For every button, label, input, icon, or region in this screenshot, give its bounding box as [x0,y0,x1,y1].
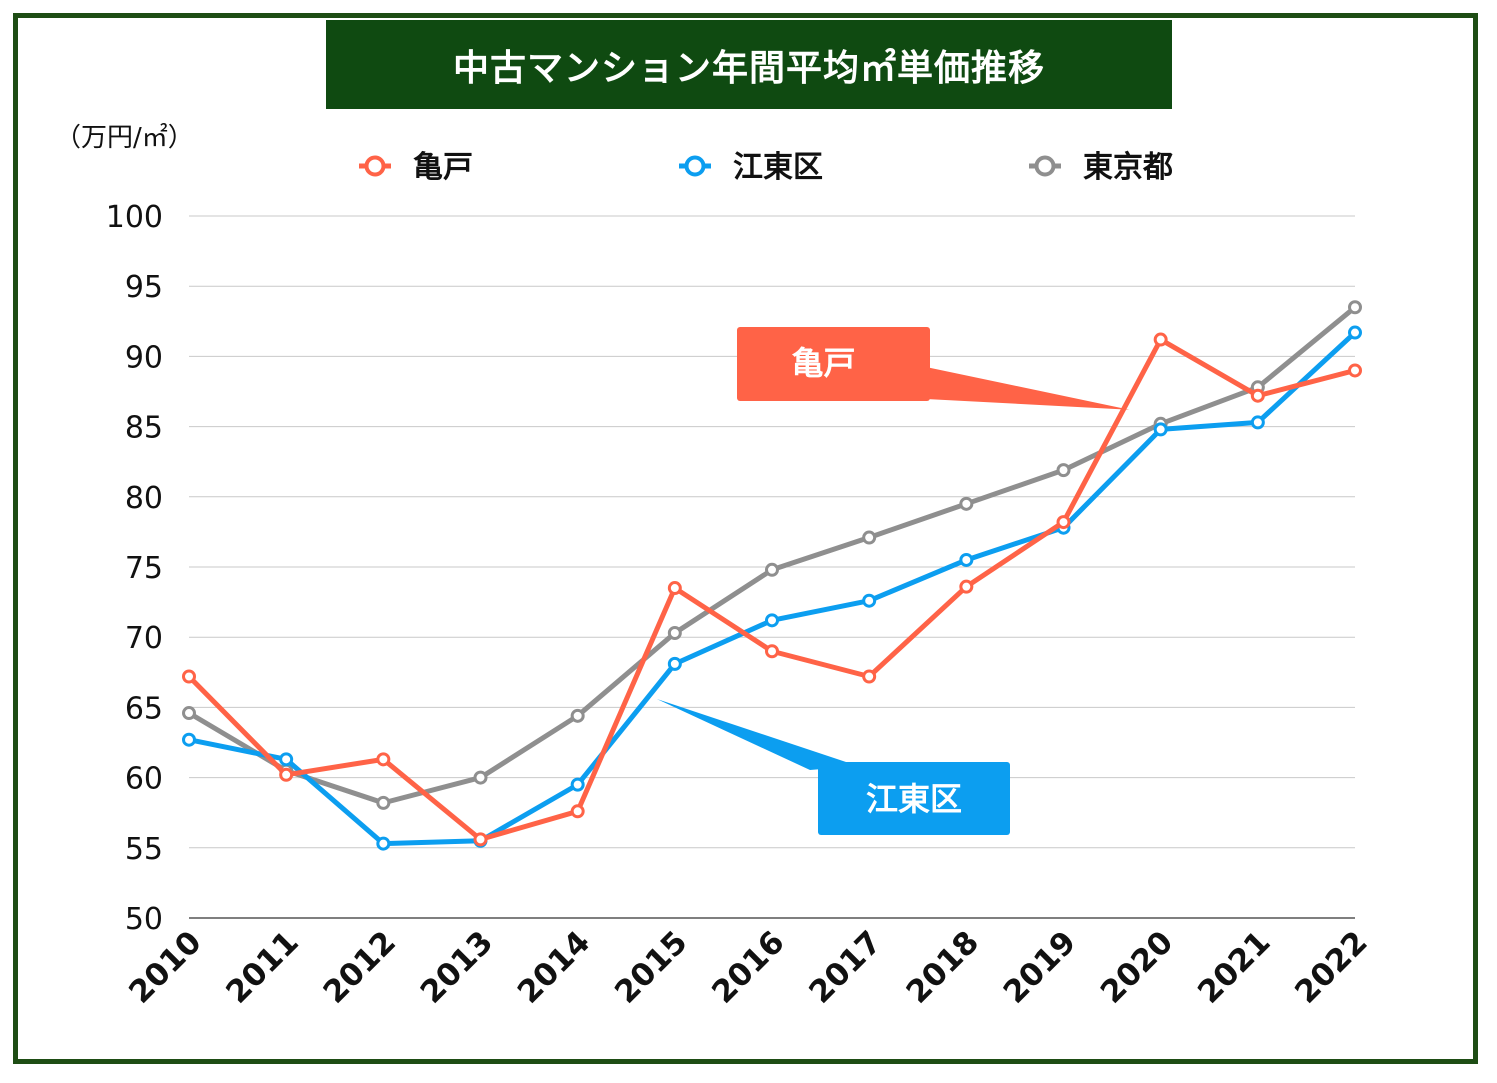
callout-kameido-label: 亀戸 [791,344,855,382]
x-tick-2021: 2021 [1191,924,1277,1010]
point-kameido-2022 [1348,363,1362,378]
point-tokyo-to-2012 [376,795,391,810]
x-tick-2012: 2012 [317,924,403,1010]
callout-koto-box [818,762,1010,835]
point-koto-ku-2014 [570,777,585,792]
legend-label-koto-ku: 江東区 [733,150,823,185]
y-tick-50: 50 [125,902,163,937]
y-tick-60: 60 [125,762,163,797]
x-tick-2015: 2015 [608,924,694,1010]
x-tick-2020: 2020 [1094,924,1180,1010]
legend: 亀戸 江東区 東京都 [359,150,1173,185]
y-tick-85: 85 [125,411,163,446]
legend-marker-kameido [364,155,386,177]
chart-title: 中古マンション年間平均㎡単価推移 [326,20,1172,109]
y-tick-75: 75 [125,551,163,586]
point-tokyo-to-2017 [862,530,877,545]
point-tokyo-to-2016 [765,562,779,577]
series-line-koto-ku [188,330,1357,847]
point-tokyo-to-2015 [667,625,682,640]
y-tick-100: 100 [106,200,163,235]
callout-koto-pointer [656,698,858,770]
legend-marker-koto-ku [684,155,706,177]
point-tokyo-to-2022 [1348,300,1362,315]
point-koto-ku-2018 [959,552,974,567]
x-tick-2019: 2019 [997,924,1083,1010]
point-tokyo-to-2014 [570,708,585,723]
legend-label-tokyo-to: 東京都 [1083,150,1173,185]
point-kameido-2015 [667,581,682,596]
callout-kameido-pointer [926,367,1130,410]
x-tick-2010: 2010 [122,924,208,1010]
y-axis-unit-label: （万円/㎡） [55,123,194,153]
point-kameido-2010 [182,669,196,684]
point-koto-ku-2020 [1153,422,1168,437]
point-koto-ku-2011 [279,752,294,767]
callout-kameido-box [737,327,930,401]
point-koto-ku-2022 [1348,325,1362,340]
chart-frame [13,13,1478,1064]
point-koto-ku-2017 [862,593,877,608]
x-tick-2022: 2022 [1288,924,1374,1010]
point-koto-ku-2016 [765,613,779,628]
point-kameido-2011 [279,767,294,782]
point-kameido-2020 [1153,332,1168,347]
point-kameido-2012 [376,752,391,767]
point-tokyo-to-2019 [1056,463,1071,478]
point-koto-ku-2012 [376,836,391,851]
point-kameido-2013 [473,832,488,847]
x-tick-2018: 2018 [900,924,986,1010]
legend-marker-tokyo-to [1034,155,1056,177]
point-kameido-2016 [765,644,779,659]
y-tick-70: 70 [125,621,163,656]
y-tick-65: 65 [125,691,163,726]
y-tick-90: 90 [125,340,163,375]
point-koto-ku-2021 [1250,415,1265,430]
y-tick-labels: 50 55 60 65 70 75 80 85 90 95 100 [106,200,163,937]
y-tick-80: 80 [125,481,163,516]
x-tick-2014: 2014 [511,924,597,1010]
series-lines [182,300,1362,851]
x-tick-2016: 2016 [705,924,791,1010]
x-tick-2017: 2017 [802,924,888,1010]
point-kameido-2018 [959,579,974,594]
point-tokyo-to-2010 [182,706,196,721]
x-tick-2011: 2011 [219,924,305,1010]
point-tokyo-to-2018 [959,496,974,511]
point-kameido-2017 [862,669,877,684]
point-kameido-2019 [1056,515,1071,530]
point-tokyo-to-2013 [473,770,488,785]
x-tick-labels: 2010 2011 2012 2013 2014 2015 2016 2017 2018 2019… [122,924,1374,1010]
x-tick-2013: 2013 [414,924,500,1010]
point-kameido-2014 [570,804,585,819]
legend-label-kameido: 亀戸 [413,150,473,185]
callout-koto-label: 江東区 [866,780,962,818]
point-koto-ku-2015 [667,656,682,671]
y-tick-55: 55 [125,832,163,867]
y-tick-95: 95 [125,270,163,305]
point-kameido-2021 [1250,388,1265,403]
point-koto-ku-2010 [182,732,196,747]
